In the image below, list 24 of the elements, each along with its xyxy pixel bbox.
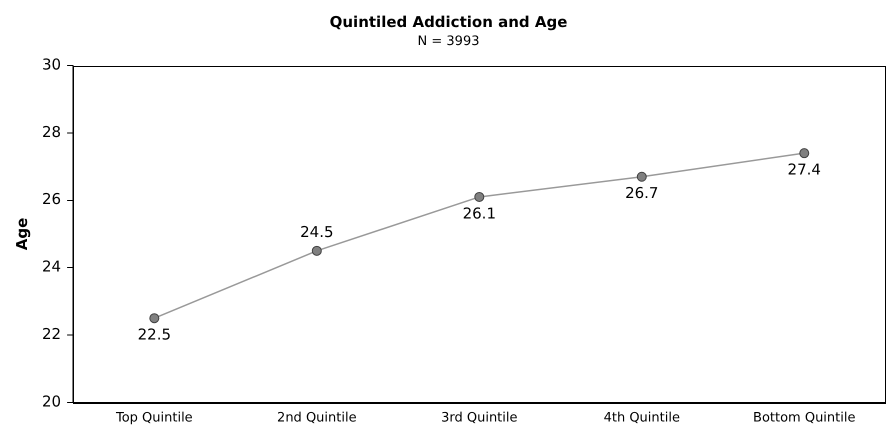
x-tick-label: 4th Quintile [604, 410, 680, 426]
data-label: 26.7 [625, 184, 658, 202]
y-tick-label: 28 [42, 122, 62, 141]
point [149, 313, 160, 324]
y-tick-label: 24 [42, 258, 62, 276]
chart-subtitle: N = 3993 [418, 34, 480, 50]
y-tick-label: 22 [42, 324, 62, 343]
data-label: 27.4 [788, 160, 821, 179]
point [799, 148, 810, 158]
x-tick-label: 2nd Quintile [277, 410, 357, 426]
point [474, 192, 484, 202]
x-tick-label: Top Quintile [114, 410, 193, 426]
x-tick-label: 3rd Quintile [441, 410, 518, 426]
y-axis-title: Age [12, 218, 31, 250]
data-label: 26.1 [462, 204, 496, 222]
point [312, 246, 322, 256]
y-tick-label: 20 [42, 392, 62, 410]
data-label: 24.5 [300, 223, 334, 242]
y-tick-label: 30 [42, 55, 62, 74]
y-tick-label: 26 [42, 190, 62, 208]
x-tick-label: Bottom Quintile [753, 410, 856, 426]
chart-title: Quintiled Addiction and Age [330, 12, 568, 31]
data-label: 22.5 [138, 326, 172, 344]
point [636, 172, 647, 182]
